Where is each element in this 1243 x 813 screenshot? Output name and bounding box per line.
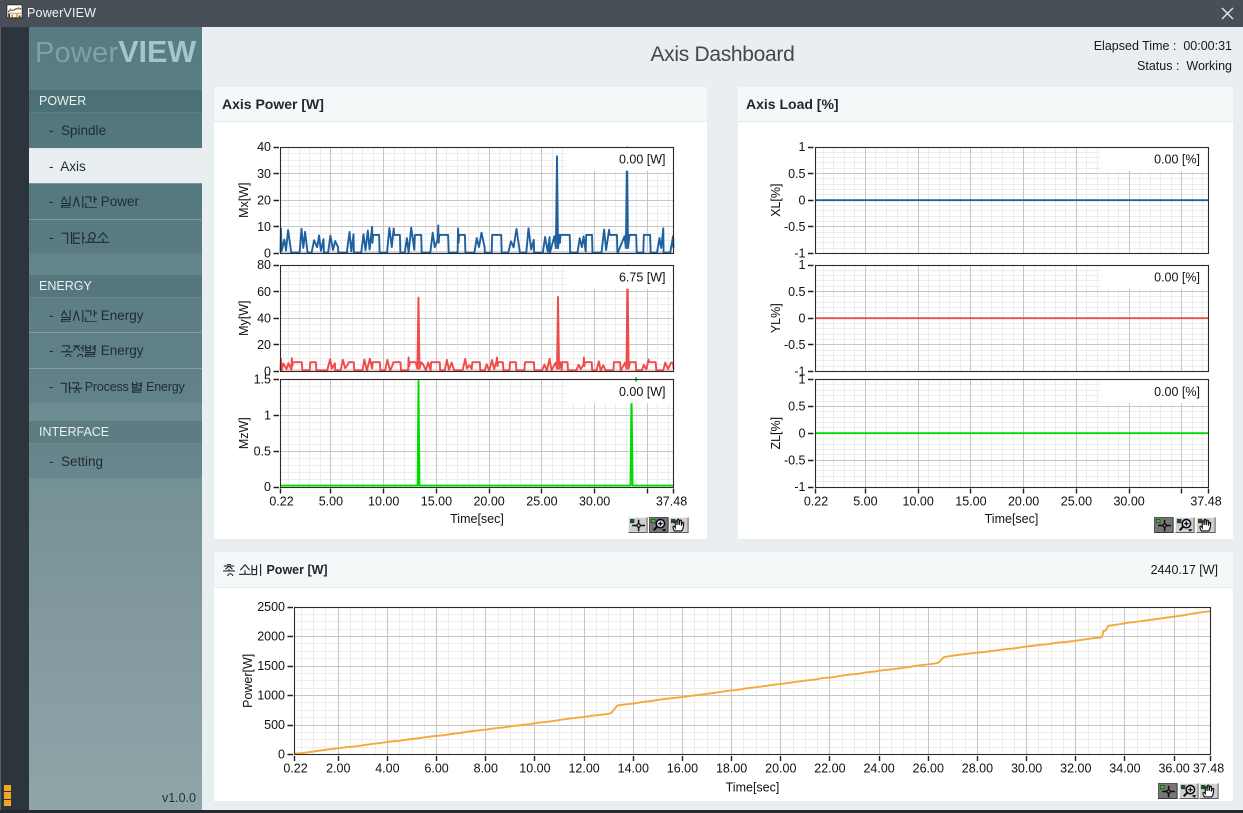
svg-text:25.00: 25.00 bbox=[1061, 495, 1092, 509]
svg-text:My[W]: My[W] bbox=[237, 300, 251, 335]
svg-text:0: 0 bbox=[799, 426, 806, 440]
svg-text:34.00: 34.00 bbox=[1109, 762, 1140, 776]
svg-text:10.00: 10.00 bbox=[368, 495, 399, 509]
svg-text:80: 80 bbox=[257, 258, 271, 272]
svg-text:30: 30 bbox=[257, 167, 271, 181]
svg-text:10.00: 10.00 bbox=[519, 762, 550, 776]
svg-text:0.22: 0.22 bbox=[283, 762, 307, 776]
svg-text:2500: 2500 bbox=[257, 600, 285, 614]
svg-text:37.48: 37.48 bbox=[1193, 762, 1224, 776]
svg-text:16.00: 16.00 bbox=[667, 762, 698, 776]
svg-text:18.00: 18.00 bbox=[716, 762, 747, 776]
svg-text:30.00: 30.00 bbox=[579, 495, 610, 509]
svg-text:20: 20 bbox=[257, 193, 271, 207]
svg-text:0.00 [%]: 0.00 [%] bbox=[1154, 153, 1200, 167]
svg-text:0: 0 bbox=[799, 193, 806, 207]
svg-text:0: 0 bbox=[278, 748, 285, 762]
svg-text:1: 1 bbox=[799, 373, 806, 387]
svg-text:25.00: 25.00 bbox=[526, 495, 557, 509]
svg-text:Power[W]: Power[W] bbox=[241, 654, 255, 708]
svg-text:20: 20 bbox=[257, 338, 271, 352]
svg-text:1000: 1000 bbox=[257, 689, 285, 703]
svg-text:15.00: 15.00 bbox=[421, 495, 452, 509]
svg-text:26.00: 26.00 bbox=[913, 762, 944, 776]
svg-text:4.00: 4.00 bbox=[375, 762, 399, 776]
svg-text:0.00 [W]: 0.00 [W] bbox=[619, 385, 666, 399]
svg-text:37.48: 37.48 bbox=[656, 495, 687, 509]
svg-text:14.00: 14.00 bbox=[618, 762, 649, 776]
svg-text:22.00: 22.00 bbox=[814, 762, 845, 776]
svg-text:0.22: 0.22 bbox=[804, 495, 828, 509]
svg-text:30.00: 30.00 bbox=[1113, 495, 1144, 509]
svg-text:8.00: 8.00 bbox=[474, 762, 498, 776]
svg-text:2.00: 2.00 bbox=[326, 762, 350, 776]
svg-text:60: 60 bbox=[257, 285, 271, 299]
svg-text:1: 1 bbox=[264, 409, 271, 423]
svg-text:0: 0 bbox=[264, 480, 271, 494]
svg-text:Mx[W]: Mx[W] bbox=[237, 182, 251, 217]
svg-text:1: 1 bbox=[799, 140, 806, 154]
svg-text:5.00: 5.00 bbox=[853, 495, 877, 509]
svg-text:Time[sec]: Time[sec] bbox=[726, 781, 780, 795]
svg-text:20.00: 20.00 bbox=[765, 762, 796, 776]
svg-text:6.00: 6.00 bbox=[424, 762, 448, 776]
svg-text:0: 0 bbox=[799, 311, 806, 325]
svg-text:1500: 1500 bbox=[257, 659, 285, 673]
svg-text:0.22: 0.22 bbox=[269, 495, 293, 509]
svg-text:20.00: 20.00 bbox=[473, 495, 504, 509]
svg-text:20.00: 20.00 bbox=[1008, 495, 1039, 509]
svg-text:0.5: 0.5 bbox=[254, 444, 271, 458]
svg-text:32.00: 32.00 bbox=[1060, 762, 1091, 776]
svg-text:1: 1 bbox=[799, 258, 806, 272]
svg-text:-0.5: -0.5 bbox=[784, 453, 806, 467]
svg-text:0.5: 0.5 bbox=[788, 400, 805, 414]
svg-text:1.5: 1.5 bbox=[254, 373, 271, 387]
svg-text:-0.5: -0.5 bbox=[784, 338, 806, 352]
svg-text:0.5: 0.5 bbox=[788, 285, 805, 299]
svg-text:0: 0 bbox=[264, 365, 271, 379]
svg-text:15.00: 15.00 bbox=[955, 495, 986, 509]
svg-text:30.00: 30.00 bbox=[1011, 762, 1042, 776]
svg-text:-1: -1 bbox=[794, 365, 805, 379]
svg-text:40: 40 bbox=[257, 140, 271, 154]
svg-text:MzW]: MzW] bbox=[237, 417, 251, 449]
svg-text:5.00: 5.00 bbox=[319, 495, 343, 509]
svg-text:0.00 [W]: 0.00 [W] bbox=[619, 153, 666, 167]
svg-text:0.00 [%]: 0.00 [%] bbox=[1154, 385, 1200, 399]
svg-text:37.48: 37.48 bbox=[1190, 495, 1221, 509]
svg-text:XL[%]: XL[%] bbox=[769, 184, 783, 217]
svg-text:0.5: 0.5 bbox=[788, 167, 805, 181]
svg-text:36.00: 36.00 bbox=[1158, 762, 1189, 776]
svg-text:2000: 2000 bbox=[257, 630, 285, 644]
svg-text:6.75 [W]: 6.75 [W] bbox=[619, 271, 666, 285]
svg-text:Time[sec]: Time[sec] bbox=[985, 512, 1039, 526]
svg-text:ZL[%]: ZL[%] bbox=[769, 417, 783, 450]
svg-text:0: 0 bbox=[264, 247, 271, 261]
svg-text:-1: -1 bbox=[794, 247, 805, 261]
svg-text:-0.5: -0.5 bbox=[784, 220, 806, 234]
svg-text:500: 500 bbox=[264, 718, 285, 732]
svg-text:12.00: 12.00 bbox=[568, 762, 599, 776]
svg-text:28.00: 28.00 bbox=[962, 762, 993, 776]
svg-text:24.00: 24.00 bbox=[863, 762, 894, 776]
svg-text:40: 40 bbox=[257, 311, 271, 325]
svg-text:0.00 [%]: 0.00 [%] bbox=[1154, 271, 1200, 285]
svg-text:10.00: 10.00 bbox=[903, 495, 934, 509]
svg-text:-1: -1 bbox=[794, 480, 805, 494]
svg-text:Time[sec]: Time[sec] bbox=[450, 512, 504, 526]
svg-text:YL%]: YL%] bbox=[769, 303, 783, 333]
svg-text:10: 10 bbox=[257, 220, 271, 234]
